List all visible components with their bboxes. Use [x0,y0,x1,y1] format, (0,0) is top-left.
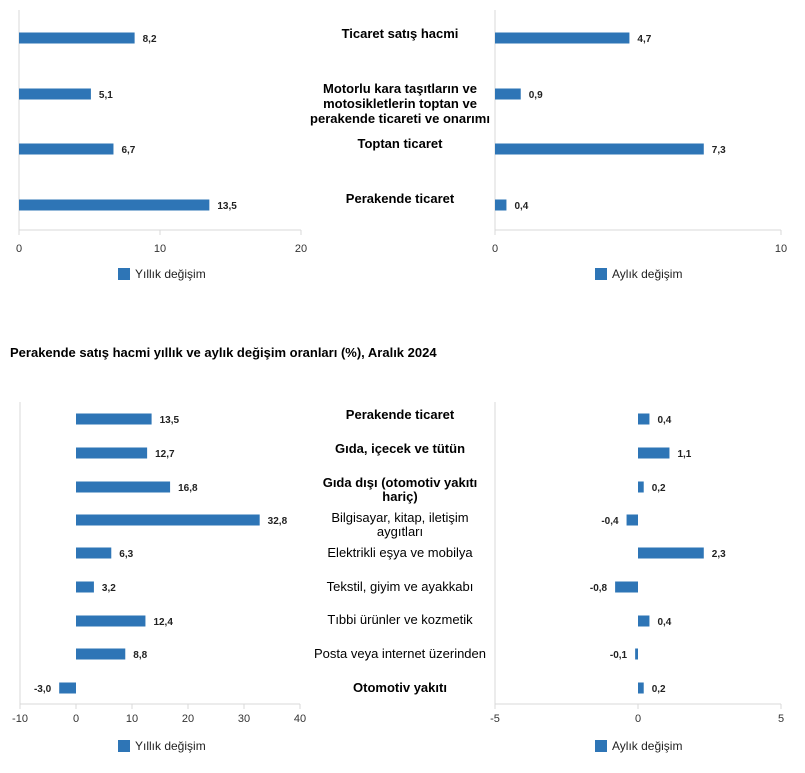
data-label: 16,8 [178,483,198,494]
legend-label: Aylık değişim [612,739,682,753]
data-label: 0,4 [657,415,671,426]
legend-swatch [118,268,130,280]
bar [638,615,650,627]
legend-swatch [595,268,607,280]
legend-label: Aylık değişim [612,267,682,281]
data-label: 6,3 [119,549,133,560]
category-label: Elektrikli eşya ve mobilya [327,545,473,560]
data-label: 32,8 [268,516,288,527]
data-label: 12,7 [155,449,175,460]
category-label: motosikletlerin toptan ve [323,96,477,111]
bar [626,514,638,526]
data-label: 5,1 [99,90,113,101]
x-tick-label: 0 [492,243,498,255]
legend-swatch [118,740,130,752]
bar [76,514,260,526]
x-tick-label: 0 [635,713,641,725]
bar [495,32,630,44]
data-label: 3,2 [102,583,116,594]
data-label: 13,5 [160,415,180,426]
bar [76,547,112,559]
bar [615,581,638,593]
data-label: 12,4 [153,617,173,628]
bar [76,648,126,660]
legend-label: Yıllık değişim [135,739,206,753]
bar [19,199,210,211]
bar [19,32,135,44]
bar [635,648,638,660]
x-tick-label: 10 [154,243,166,255]
bar [638,413,650,425]
data-label: 1,1 [677,449,691,460]
bar [495,199,507,211]
category-label: Gıda dışı (otomotiv yakıtı [323,475,478,490]
legend-label: Yıllık değişim [135,267,206,281]
data-label: -0,8 [590,583,608,594]
bar [19,88,91,100]
data-label: 2,3 [712,549,726,560]
x-tick-label: 10 [775,243,787,255]
data-label: 7,3 [712,145,726,156]
x-tick-label: 20 [295,243,307,255]
data-label: 8,8 [133,650,147,661]
x-tick-label: 20 [182,713,194,725]
x-tick-label: 0 [73,713,79,725]
x-tick-label: 30 [238,713,250,725]
data-label: 4,7 [637,34,651,45]
data-label: 13,5 [217,201,237,212]
bar [76,413,152,425]
category-label: Otomotiv yakıtı [353,680,447,695]
data-label: 0,4 [657,617,671,628]
x-tick-label: -5 [490,713,500,725]
x-tick-label: 0 [16,243,22,255]
category-label: Tıbbi ürünler ve kozmetik [327,612,473,627]
bar [638,682,644,694]
category-label: Toptan ticaret [358,136,444,151]
data-label: -0,1 [610,650,628,661]
category-label: hariç) [382,489,417,504]
category-label: Ticaret satış hacmi [342,26,459,41]
category-label: Perakende ticaret [346,407,455,422]
bar [76,447,148,459]
legend-swatch [595,740,607,752]
category-label: Bilgisayar, kitap, iletişim [331,510,468,525]
category-label: perakende ticareti ve onarımı [310,111,490,126]
data-label: 0,4 [514,201,528,212]
bar [59,682,76,694]
data-label: 6,7 [121,145,135,156]
x-tick-label: -10 [12,713,28,725]
bar [76,481,171,493]
category-label: Tekstil, giyim ve ayakkabı [327,579,474,594]
data-label: 0,9 [529,90,543,101]
category-label: Posta veya internet üzerinden [314,646,486,661]
x-tick-label: 5 [778,713,784,725]
bar [19,143,114,155]
category-label: Perakende ticaret [346,191,455,206]
data-label: 8,2 [143,34,157,45]
bar [638,547,704,559]
chart-title: Perakende satış hacmi yıllık ve aylık de… [10,345,437,360]
bar [638,481,644,493]
x-tick-label: 40 [294,713,306,725]
data-label: 0,2 [652,684,666,695]
category-label: aygıtları [377,524,423,539]
category-label: Motorlu kara taşıtların ve [323,81,477,96]
category-label: Gıda, içecek ve tütün [335,441,465,456]
data-label: -3,0 [34,684,52,695]
bar [638,447,670,459]
x-tick-label: 10 [126,713,138,725]
bar [76,615,146,627]
data-label: -0,4 [601,516,619,527]
bar [495,88,521,100]
bar [76,581,94,593]
bar [495,143,704,155]
data-label: 0,2 [652,483,666,494]
